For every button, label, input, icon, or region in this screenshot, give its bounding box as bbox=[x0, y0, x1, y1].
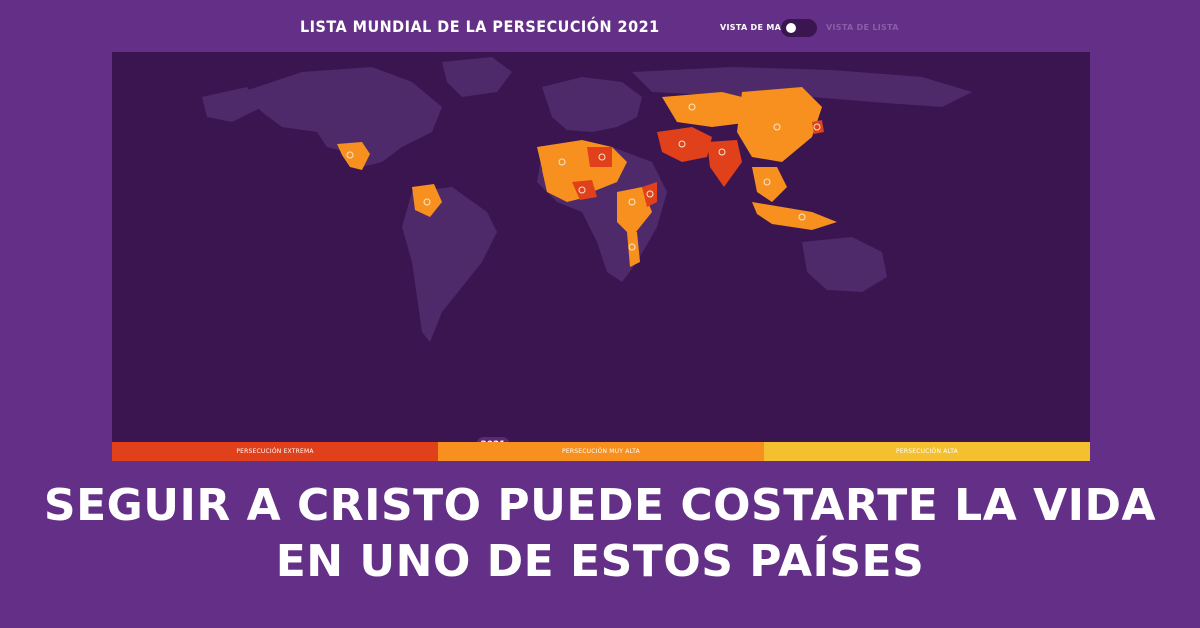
europe-landmass bbox=[542, 77, 642, 132]
country-marker bbox=[578, 186, 586, 194]
southeast-asia-very-high bbox=[752, 167, 787, 202]
australia-landmass bbox=[802, 237, 887, 292]
selected-year-bubble: 2021 bbox=[476, 437, 510, 442]
country-marker bbox=[798, 213, 806, 221]
north-america-landmass bbox=[242, 67, 442, 167]
greenland-landmass bbox=[442, 57, 512, 97]
headline-line-2: EN UNO DE ESTOS PAÍSES bbox=[275, 536, 925, 587]
country-marker bbox=[598, 153, 606, 161]
legend-high: PERSECUCIÓN ALTA bbox=[764, 442, 1090, 461]
list-view-label[interactable]: VISTA DE LISTA bbox=[826, 23, 899, 32]
headline: SEGUIR A CRISTO PUEDE COSTARTE LA VIDA E… bbox=[0, 478, 1200, 590]
country-marker bbox=[628, 243, 636, 251]
central-asia-very-high bbox=[662, 92, 762, 127]
country-marker bbox=[813, 123, 821, 131]
page-title: LISTA MUNDIAL DE LA PERSECUCIÓN 2021 bbox=[300, 17, 660, 36]
country-marker bbox=[678, 140, 686, 148]
country-marker bbox=[423, 198, 431, 206]
country-marker bbox=[763, 178, 771, 186]
indonesia-very-high bbox=[752, 202, 837, 230]
persecution-legend: PERSECUCIÓN EXTREMA PERSECUCIÓN MUY ALTA… bbox=[112, 442, 1090, 461]
country-marker bbox=[346, 151, 354, 159]
country-markers bbox=[346, 103, 821, 251]
south-america-landmass bbox=[402, 187, 497, 342]
top-bar: LISTA MUNDIAL DE LA PERSECUCIÓN 2021 VIS… bbox=[112, 0, 1090, 52]
west-africa-very-high bbox=[542, 170, 587, 202]
country-marker bbox=[718, 148, 726, 156]
country-marker bbox=[628, 198, 636, 206]
legend-extreme: PERSECUCIÓN EXTREMA bbox=[112, 442, 438, 461]
legend-very-high: PERSECUCIÓN MUY ALTA bbox=[438, 442, 764, 461]
persecution-map-panel: LISTA MUNDIAL DE LA PERSECUCIÓN 2021 VIS… bbox=[112, 0, 1090, 461]
toggle-knob bbox=[786, 23, 796, 33]
world-map-svg bbox=[202, 57, 972, 342]
headline-line-1: SEGUIR A CRISTO PUEDE COSTARTE LA VIDA bbox=[43, 480, 1157, 531]
china-very-high bbox=[737, 87, 822, 162]
india-extreme bbox=[707, 140, 742, 187]
north-korea-extreme bbox=[812, 120, 824, 134]
country-marker bbox=[688, 103, 696, 111]
view-toggle[interactable] bbox=[781, 19, 817, 37]
colombia-very-high bbox=[412, 184, 442, 217]
alaska-landmass bbox=[202, 87, 262, 122]
east-africa-very-high bbox=[617, 187, 652, 237]
world-map[interactable]: 2021 2018 2019 2020 2021 bbox=[112, 52, 1090, 442]
map-view-label[interactable]: VISTA DE MAPA bbox=[720, 23, 794, 32]
country-marker bbox=[646, 190, 654, 198]
country-marker bbox=[558, 158, 566, 166]
somalia-extreme bbox=[642, 182, 657, 207]
country-marker bbox=[773, 123, 781, 131]
mexico-very-high bbox=[337, 142, 370, 170]
